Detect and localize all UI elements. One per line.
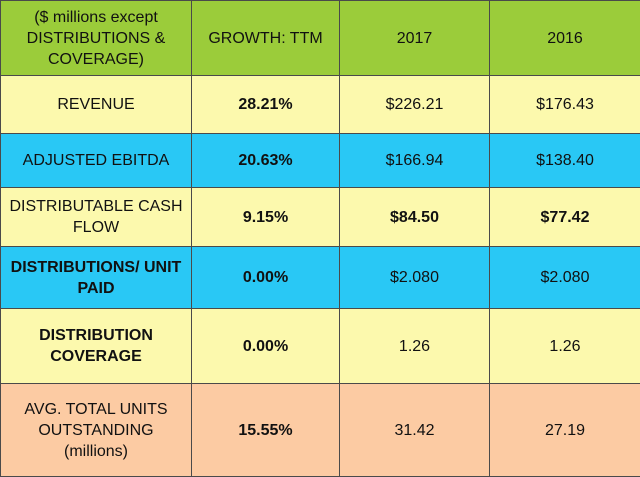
- row-growth: 0.00%: [192, 309, 340, 384]
- header-year-2017: 2017: [340, 1, 490, 76]
- table-row-distribution-coverage: DISTRIBUTION COVERAGE 0.00% 1.26 1.26: [1, 309, 640, 384]
- row-value-2017: $84.50: [340, 188, 490, 247]
- header-growth: GROWTH: TTM: [192, 1, 340, 76]
- row-value-2016: $77.42: [490, 188, 640, 247]
- table-header-row: ($ millions except DISTRIBUTIONS & COVER…: [1, 1, 640, 76]
- header-year-2016: 2016: [490, 1, 640, 76]
- table-row-distributable-cash-flow: DISTRIBUTABLE CASH FLOW 9.15% $84.50 $77…: [1, 188, 640, 247]
- row-value-2016: 1.26: [490, 309, 640, 384]
- row-value-2016: $2.080: [490, 247, 640, 309]
- row-value-2017: 1.26: [340, 309, 490, 384]
- row-label: AVG. TOTAL UNITS OUTSTANDING (millions): [1, 384, 192, 477]
- row-value-2017: 31.42: [340, 384, 490, 477]
- row-growth: 9.15%: [192, 188, 340, 247]
- row-growth: 0.00%: [192, 247, 340, 309]
- row-label: DISTRIBUTABLE CASH FLOW: [1, 188, 192, 247]
- row-growth: 15.55%: [192, 384, 340, 477]
- row-value-2016: $176.43: [490, 76, 640, 134]
- row-label: DISTRIBUTIONS/ UNIT PAID: [1, 247, 192, 309]
- row-growth: 20.63%: [192, 134, 340, 188]
- header-units-label: ($ millions except DISTRIBUTIONS & COVER…: [1, 1, 192, 76]
- row-value-2017: $166.94: [340, 134, 490, 188]
- row-growth: 28.21%: [192, 76, 340, 134]
- row-value-2016: 27.19: [490, 384, 640, 477]
- row-value-2016: $138.40: [490, 134, 640, 188]
- table-row-avg-total-units: AVG. TOTAL UNITS OUTSTANDING (millions) …: [1, 384, 640, 477]
- row-value-2017: $2.080: [340, 247, 490, 309]
- row-label: REVENUE: [1, 76, 192, 134]
- row-value-2017: $226.21: [340, 76, 490, 134]
- table-row-distributions-per-unit: DISTRIBUTIONS/ UNIT PAID 0.00% $2.080 $2…: [1, 247, 640, 309]
- table-row-adjusted-ebitda: ADJUSTED EBITDA 20.63% $166.94 $138.40: [1, 134, 640, 188]
- row-label: DISTRIBUTION COVERAGE: [1, 309, 192, 384]
- row-label: ADJUSTED EBITDA: [1, 134, 192, 188]
- table-row-revenue: REVENUE 28.21% $226.21 $176.43: [1, 76, 640, 134]
